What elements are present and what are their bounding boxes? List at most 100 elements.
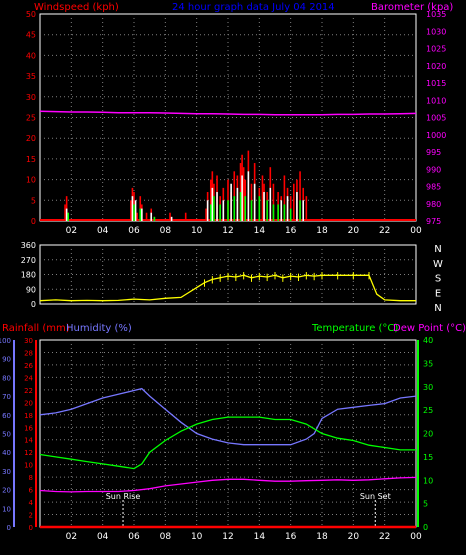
barometer-tick-label: 985: [426, 183, 441, 192]
rain-tick-label: 18: [24, 412, 33, 420]
graph-title: 24 hour graph data July 04 2014: [172, 2, 335, 13]
barometer-tick-label: 975: [426, 217, 441, 226]
barometer-tick-label: 1000: [426, 131, 446, 140]
wind-panel-x-tick-label: 22: [379, 226, 390, 236]
barometer-tick-label: 1035: [426, 10, 446, 19]
humidity-tick-label: 50: [2, 431, 11, 439]
barometer-line: [39, 110, 417, 116]
humidity-tick-label: 40: [2, 449, 11, 457]
climate-panel-x-tick-label: 00: [410, 532, 422, 542]
windspeed-tick-label: 10: [26, 176, 36, 185]
wind-panel-x-tick-label: 00: [410, 226, 422, 236]
temperature-tick-label: 5: [423, 500, 428, 509]
compass-label: E: [435, 288, 441, 299]
rain-tick-label: 26: [24, 362, 33, 370]
temperature-axis-label: Temperature (°C): [311, 323, 398, 334]
climate-panel-x-tick-label: 22: [379, 532, 390, 542]
temperature-line: [39, 416, 416, 470]
rain-tick-label: 30: [24, 337, 33, 345]
rain-tick-label: 22: [24, 387, 33, 395]
wind-panel-x-tick-label: 18: [316, 226, 328, 236]
windspeed-tick-label: 5: [31, 196, 36, 205]
humidity-tick-label: 20: [2, 487, 11, 495]
rain-humidity-temperature-panel: 0102030405060708090100024681012141618202…: [0, 336, 433, 542]
barometer-tick-label: 990: [426, 165, 441, 174]
temperature-tick-label: 15: [423, 453, 433, 462]
barometer-tick-label: 1020: [426, 62, 446, 71]
windspeed-tick-label: 15: [26, 155, 36, 164]
compass-label: N: [434, 303, 441, 314]
barometer-tick-label: 1010: [426, 96, 446, 105]
sun-event-label: Sun Rise: [106, 492, 141, 501]
rain-tick-label: 12: [24, 449, 33, 457]
windspeed-tick-label: 0: [31, 217, 36, 226]
temperature-tick-label: 35: [423, 359, 433, 368]
temperature-tick-label: 30: [423, 383, 433, 392]
rain-tick-label: 14: [24, 437, 33, 445]
windspeed-tick-label: 30: [26, 93, 36, 102]
wind-panel-x-tick-label: 10: [191, 226, 203, 236]
barometer-tick-label: 995: [426, 148, 441, 157]
barometer-tick-label: 1030: [426, 27, 446, 36]
windspeed-tick-label: 45: [26, 31, 36, 40]
humidity-axis-label: Humidity (%): [66, 323, 132, 334]
humidity-tick-label: 10: [2, 505, 11, 513]
temperature-tick-label: 40: [423, 336, 433, 345]
rain-tick-label: 20: [24, 399, 33, 407]
climate-panel-x-tick-label: 18: [316, 532, 328, 542]
direction-tick-label: 360: [21, 241, 36, 250]
windspeed-axis-label: Windspeed (kph): [34, 2, 119, 13]
wind-panel-x-tick-label: 04: [97, 226, 109, 236]
rain-tick-label: 4: [29, 499, 34, 507]
humidity-tick-label: 100: [0, 337, 11, 345]
temperature-tick-label: 20: [423, 430, 433, 439]
humidity-tick-label: 90: [2, 356, 11, 364]
windspeed-tick-label: 35: [26, 72, 36, 81]
climate-panel-x-tick-label: 06: [128, 532, 140, 542]
rain-tick-label: 6: [29, 487, 34, 495]
direction-tick-label: 0: [31, 300, 36, 309]
rain-tick-label: 28: [24, 349, 33, 357]
climate-panel-x-tick-label: 02: [66, 532, 77, 542]
barometer-axis-label: Barometer (kpa): [371, 2, 453, 13]
rain-tick-label: 2: [29, 512, 33, 520]
barometer-tick-label: 1015: [426, 79, 446, 88]
rain-tick-label: 0: [29, 524, 33, 532]
climate-panel-x-tick-label: 10: [191, 532, 203, 542]
wind-panel-x-tick-label: 02: [66, 226, 77, 236]
wind-panel-x-tick-label: 20: [348, 226, 360, 236]
humidity-tick-label: 30: [2, 468, 11, 476]
humidity-tick-label: 70: [2, 393, 11, 401]
windspeed-tick-label: 50: [26, 10, 36, 19]
dewpoint-axis-label: Dew Point (°C): [393, 323, 466, 334]
climate-panel-x-tick-label: 16: [285, 532, 297, 542]
climate-panel-x-tick-label: 08: [160, 532, 172, 542]
climate-panel-x-tick-label: 12: [222, 532, 233, 542]
wind-panel-x-tick-label: 08: [160, 226, 172, 236]
rainfall-axis-label: Rainfall (mm): [2, 323, 70, 334]
compass-label: N: [434, 244, 441, 255]
temperature-tick-label: 25: [423, 406, 433, 415]
climate-panel-x-tick-label: 20: [348, 532, 360, 542]
rain-tick-label: 16: [24, 424, 33, 432]
climate-panel-x-tick-label: 04: [97, 532, 109, 542]
wind-panel-x-tick-label: 06: [128, 226, 140, 236]
wind-panel-x-tick-label: 14: [254, 226, 266, 236]
direction-tick-label: 180: [21, 271, 36, 280]
rain-tick-label: 24: [24, 374, 33, 382]
temperature-tick-label: 10: [423, 476, 433, 485]
humidity-tick-label: 80: [2, 374, 11, 382]
wind-panel-x-tick-label: 12: [222, 226, 233, 236]
humidity-tick-label: 60: [2, 412, 11, 420]
compass-label: W: [433, 259, 443, 270]
direction-tick-label: 90: [26, 285, 36, 294]
humidity-line: [39, 387, 417, 446]
barometer-tick-label: 1005: [426, 114, 446, 123]
barometer-tick-label: 980: [426, 200, 441, 209]
windspeed-tick-label: 40: [26, 51, 36, 60]
wind-panel-x-tick-label: 16: [285, 226, 297, 236]
windspeed-tick-label: 20: [26, 134, 36, 143]
